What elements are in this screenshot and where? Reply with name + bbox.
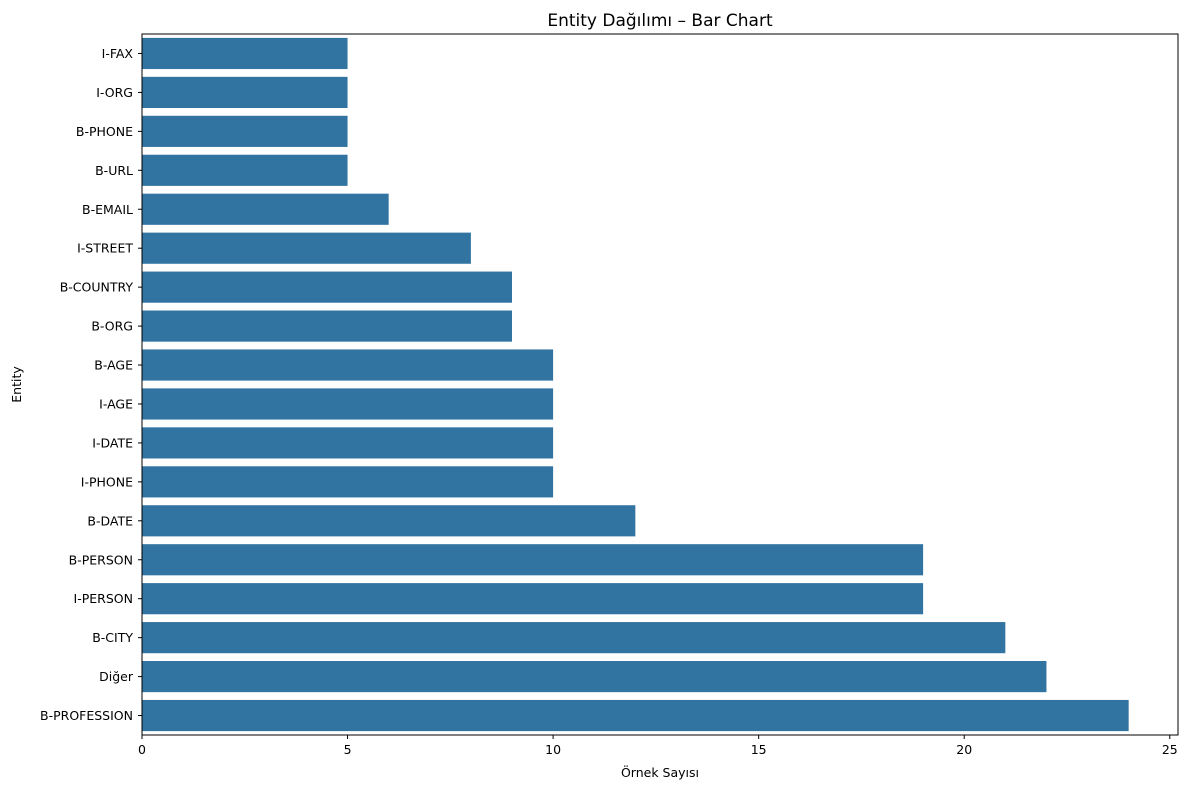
- y-tick-label: B-URL: [95, 163, 133, 178]
- y-tick-label: B-ORG: [91, 319, 133, 334]
- bar-diğer: [142, 661, 1047, 693]
- y-tick-label: Diğer: [99, 669, 134, 684]
- x-tick-label: 5: [344, 742, 352, 757]
- x-axis-label: Örnek Sayısı: [621, 764, 699, 780]
- y-tick-label: I-FAX: [102, 46, 134, 61]
- y-tick-label: B-EMAIL: [82, 202, 133, 217]
- y-tick-label: B-PROFESSION: [40, 708, 133, 723]
- bar-b-profession: [142, 699, 1129, 732]
- bar-i-street: [142, 232, 471, 264]
- x-tick-label: 25: [1162, 742, 1178, 757]
- y-tick-label: I-STREET: [77, 241, 133, 256]
- y-tick-label: B-DATE: [87, 513, 133, 528]
- bar-i-date: [142, 427, 554, 459]
- y-tick-label: B-AGE: [94, 358, 133, 373]
- y-tick-label: B-CITY: [92, 630, 133, 645]
- bar-b-person: [142, 544, 924, 576]
- y-tick-label: I-ORG: [96, 85, 133, 100]
- bar-i-org: [142, 76, 348, 108]
- y-tick-label: B-PHONE: [76, 124, 133, 139]
- bar-b-email: [142, 193, 389, 225]
- y-tick-label: I-PHONE: [81, 474, 133, 489]
- x-tick-label: 20: [956, 742, 972, 757]
- plot-frame: [141, 33, 1179, 736]
- y-tick-label: I-DATE: [92, 435, 133, 450]
- y-axis-label: Entity: [9, 366, 24, 403]
- x-axis-ticks: 0 5 10 15 20 25: [138, 735, 1178, 757]
- bar-b-url: [142, 154, 348, 186]
- y-tick-label: I-PERSON: [74, 591, 133, 606]
- y-tick-label: B-PERSON: [69, 552, 133, 567]
- bar-b-org: [142, 310, 512, 342]
- chart-title: Entity Dağılımı – Bar Chart: [547, 11, 773, 31]
- y-axis-ticks: I-FAX I-ORG B-PHONE B-URL B-EMAIL I-STREET B-C…: [40, 46, 142, 723]
- x-tick-label: 0: [138, 742, 146, 757]
- bar-b-phone: [142, 115, 348, 147]
- bar-b-date: [142, 505, 636, 537]
- y-tick-label: I-AGE: [99, 396, 133, 411]
- bars-group: [142, 37, 1129, 732]
- bar-b-age: [142, 349, 554, 381]
- bar-i-person: [142, 583, 924, 615]
- y-tick-label: B-COUNTRY: [60, 280, 134, 295]
- bar-b-city: [142, 622, 1006, 654]
- x-tick-label: 10: [545, 742, 561, 757]
- bar-i-fax: [142, 37, 348, 70]
- bar-b-country: [142, 271, 512, 303]
- bar-i-phone: [142, 466, 554, 498]
- x-tick-label: 15: [751, 742, 767, 757]
- bar-i-age: [142, 388, 554, 420]
